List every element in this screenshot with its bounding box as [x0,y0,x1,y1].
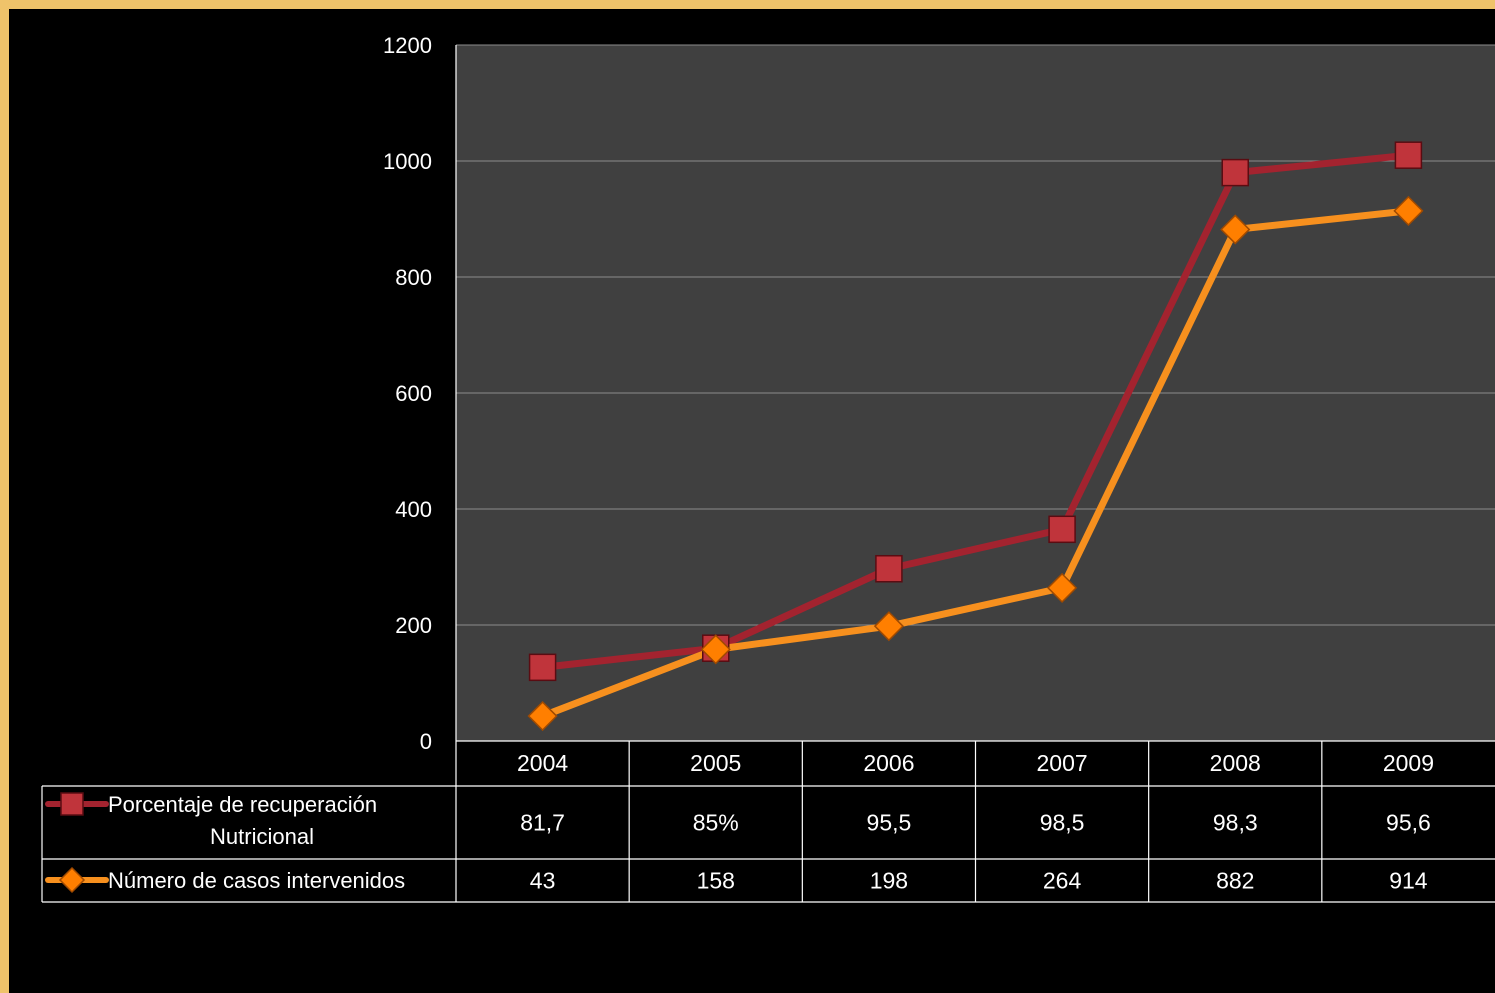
x-tick-label: 2008 [1210,750,1261,776]
data-point-2-5 [1220,214,1251,245]
legend-marker-square [60,792,84,816]
x-tick-label: 2007 [1036,750,1087,776]
data-point-2-1 [527,700,558,732]
legend-label-line-2: Nutricional [210,824,314,849]
table-value: 95,6 [1386,810,1431,836]
table-value: 43 [530,868,556,894]
legend-label: Número de casos intervenidos [108,868,405,893]
data-point-2-4 [1047,572,1078,603]
x-tick-label: 2005 [690,750,741,776]
table-value: 95,5 [867,810,912,836]
legend-label: Porcentaje de recuperación [108,792,377,817]
table-value: 98,5 [1040,810,1085,836]
table-value: 882 [1216,868,1254,894]
table-value: 198 [870,868,908,894]
x-tick-label: 2009 [1383,750,1434,776]
data-point-2-6 [1393,195,1424,226]
plot-area: 0 200 400 600 800 1000 1200 [383,33,1495,754]
x-tick-label: 2004 [517,750,568,776]
data-point-1-5 [1221,158,1249,187]
table-value: 98,3 [1213,810,1258,836]
y-tick-label: 0 [420,729,432,754]
y-tick-label: 600 [395,381,432,406]
series-line-1 [539,151,1412,671]
data-point-1-3 [875,554,903,583]
series-layer [527,141,1424,732]
table-value: 158 [697,868,735,894]
y-tick-label: 800 [395,265,432,290]
data-point-1-4 [1048,515,1076,544]
series-line-2 [539,207,1412,720]
data-point-2-3 [873,611,904,642]
y-tick-label: 400 [395,497,432,522]
y-tick-label: 1200 [383,33,432,58]
table-value: 81,7 [520,810,565,836]
x-tick-label: 2006 [863,750,914,776]
data-point-2-2 [700,634,731,665]
table-value: 85% [693,810,739,836]
table-value: 264 [1043,868,1082,894]
legend-marker-diamond [58,866,86,894]
table-value: 914 [1389,868,1428,894]
y-tick-label: 200 [395,613,432,638]
data-point-1-6 [1394,141,1423,169]
y-tick-label: 1000 [383,149,432,174]
data-table: 2004 2005 2006 2007 2008 2009 81,7 85% 95,5 98,5 9… [41,740,1495,903]
data-point-1-1 [528,653,557,682]
